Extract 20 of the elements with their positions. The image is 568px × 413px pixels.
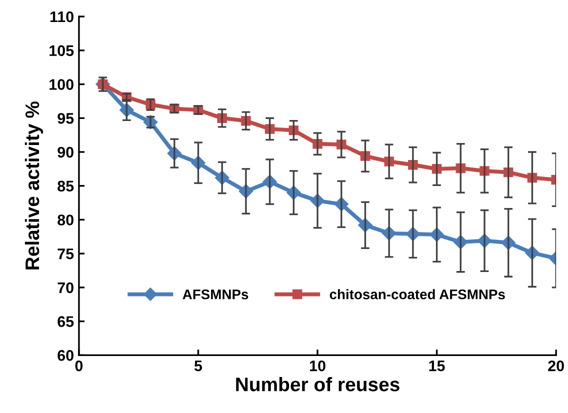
y-tick-label: 100 [50, 79, 74, 90]
y-tick-label: 80 [58, 214, 74, 226]
y-axis-title: Relative activity % [24, 102, 44, 270]
y-tick-label: 75 [58, 248, 74, 260]
x-tick-label: 5 [194, 360, 202, 372]
y-tick-label: 70 [58, 282, 74, 294]
x-axis-title: Number of reuses [236, 377, 400, 392]
x-tick-label: 10 [310, 360, 326, 372]
y-tick-label: 95 [58, 112, 74, 124]
y-tick-label: 65 [58, 316, 74, 327]
legend-label: chitosan-coated AFSMNPs [330, 289, 505, 300]
x-tick-label: 15 [429, 360, 445, 372]
y-tick-label: 110 [50, 11, 74, 22]
x-tick-label: 0 [75, 360, 83, 372]
y-tick-label: 85 [58, 180, 74, 192]
y-tick-label: 105 [50, 45, 74, 56]
y-tick-label: 90 [58, 146, 74, 158]
x-tick-label: 20 [548, 360, 564, 372]
y-tick-label: 60 [58, 350, 74, 361]
legend-label: AFSMNPs [182, 289, 248, 300]
